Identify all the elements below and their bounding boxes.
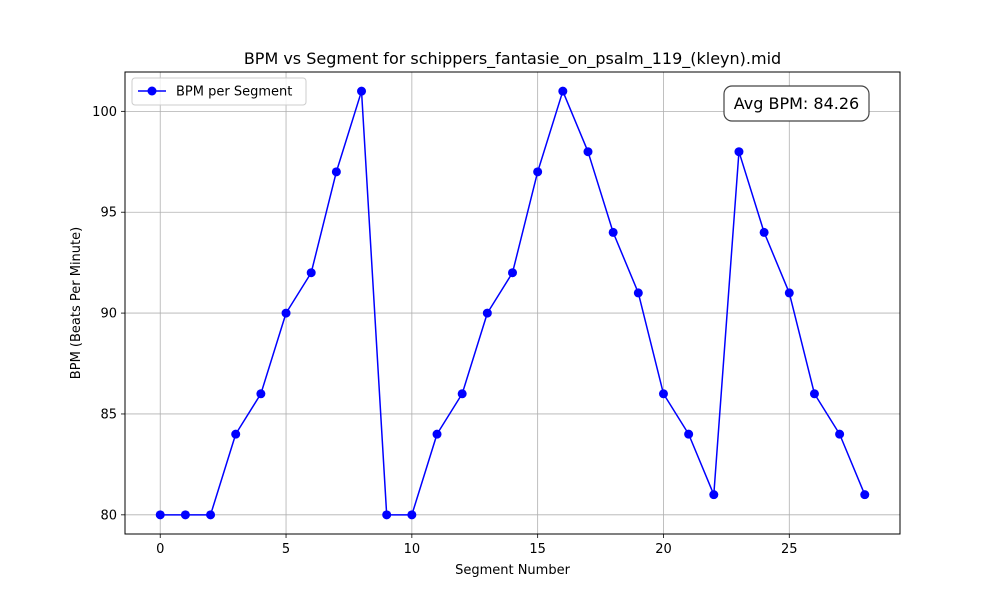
data-point xyxy=(432,429,442,439)
data-point xyxy=(206,510,216,520)
data-point xyxy=(357,86,367,96)
plot-frame xyxy=(124,71,901,535)
x-tick-label: 5 xyxy=(282,542,290,557)
data-point xyxy=(684,429,694,439)
data-point xyxy=(533,167,543,177)
data-point xyxy=(558,86,568,96)
data-point xyxy=(382,510,392,520)
ticks: 0 5 10 15 20 25 80 85 90 95 100 xyxy=(92,105,797,557)
data-point xyxy=(860,490,870,500)
data-point xyxy=(331,167,341,177)
data-point xyxy=(306,268,316,278)
y-tick-label: 80 xyxy=(100,508,117,523)
data-point xyxy=(658,389,668,399)
data-point xyxy=(180,510,190,520)
y-tick-label: 100 xyxy=(92,105,117,120)
y-tick-label: 95 xyxy=(100,206,117,221)
data-point xyxy=(608,227,618,237)
x-tick-label: 20 xyxy=(655,542,672,557)
y-tick-label: 90 xyxy=(100,307,117,322)
chart-title: BPM vs Segment for schippers_fantasie_on… xyxy=(244,49,781,69)
data-point xyxy=(734,147,744,157)
data-point xyxy=(155,510,165,520)
data-point xyxy=(281,308,291,318)
series-layer xyxy=(155,86,870,520)
data-point xyxy=(583,147,593,157)
x-tick-label: 15 xyxy=(529,542,546,557)
plot-area xyxy=(125,72,900,534)
data-point xyxy=(482,308,492,318)
avg-annotation: Avg BPM: 84.26 xyxy=(723,85,870,122)
x-tick-label: 0 xyxy=(156,542,164,557)
data-point xyxy=(809,389,819,399)
data-point xyxy=(784,288,794,298)
data-point xyxy=(457,389,467,399)
x-tick-label: 25 xyxy=(781,542,798,557)
x-axis-label: Segment Number xyxy=(455,563,571,578)
legend-swatch-marker xyxy=(147,86,157,96)
legend: BPM per Segment xyxy=(131,77,307,106)
data-point xyxy=(835,429,845,439)
legend-box xyxy=(131,77,307,106)
legend-label: BPM per Segment xyxy=(176,85,292,100)
data-point xyxy=(633,288,643,298)
data-point xyxy=(508,268,517,278)
avg-annotation-box xyxy=(723,85,870,122)
data-point xyxy=(256,389,266,399)
y-axis-label: BPM (Beats Per Minute) xyxy=(69,227,84,379)
x-tick-label: 10 xyxy=(404,542,421,557)
y-tick-label: 85 xyxy=(100,407,117,422)
data-point xyxy=(231,429,241,439)
data-point xyxy=(759,227,769,237)
data-point xyxy=(709,490,719,500)
data-point xyxy=(407,510,417,520)
avg-annotation-text: Avg BPM: 84.26 xyxy=(734,94,859,113)
